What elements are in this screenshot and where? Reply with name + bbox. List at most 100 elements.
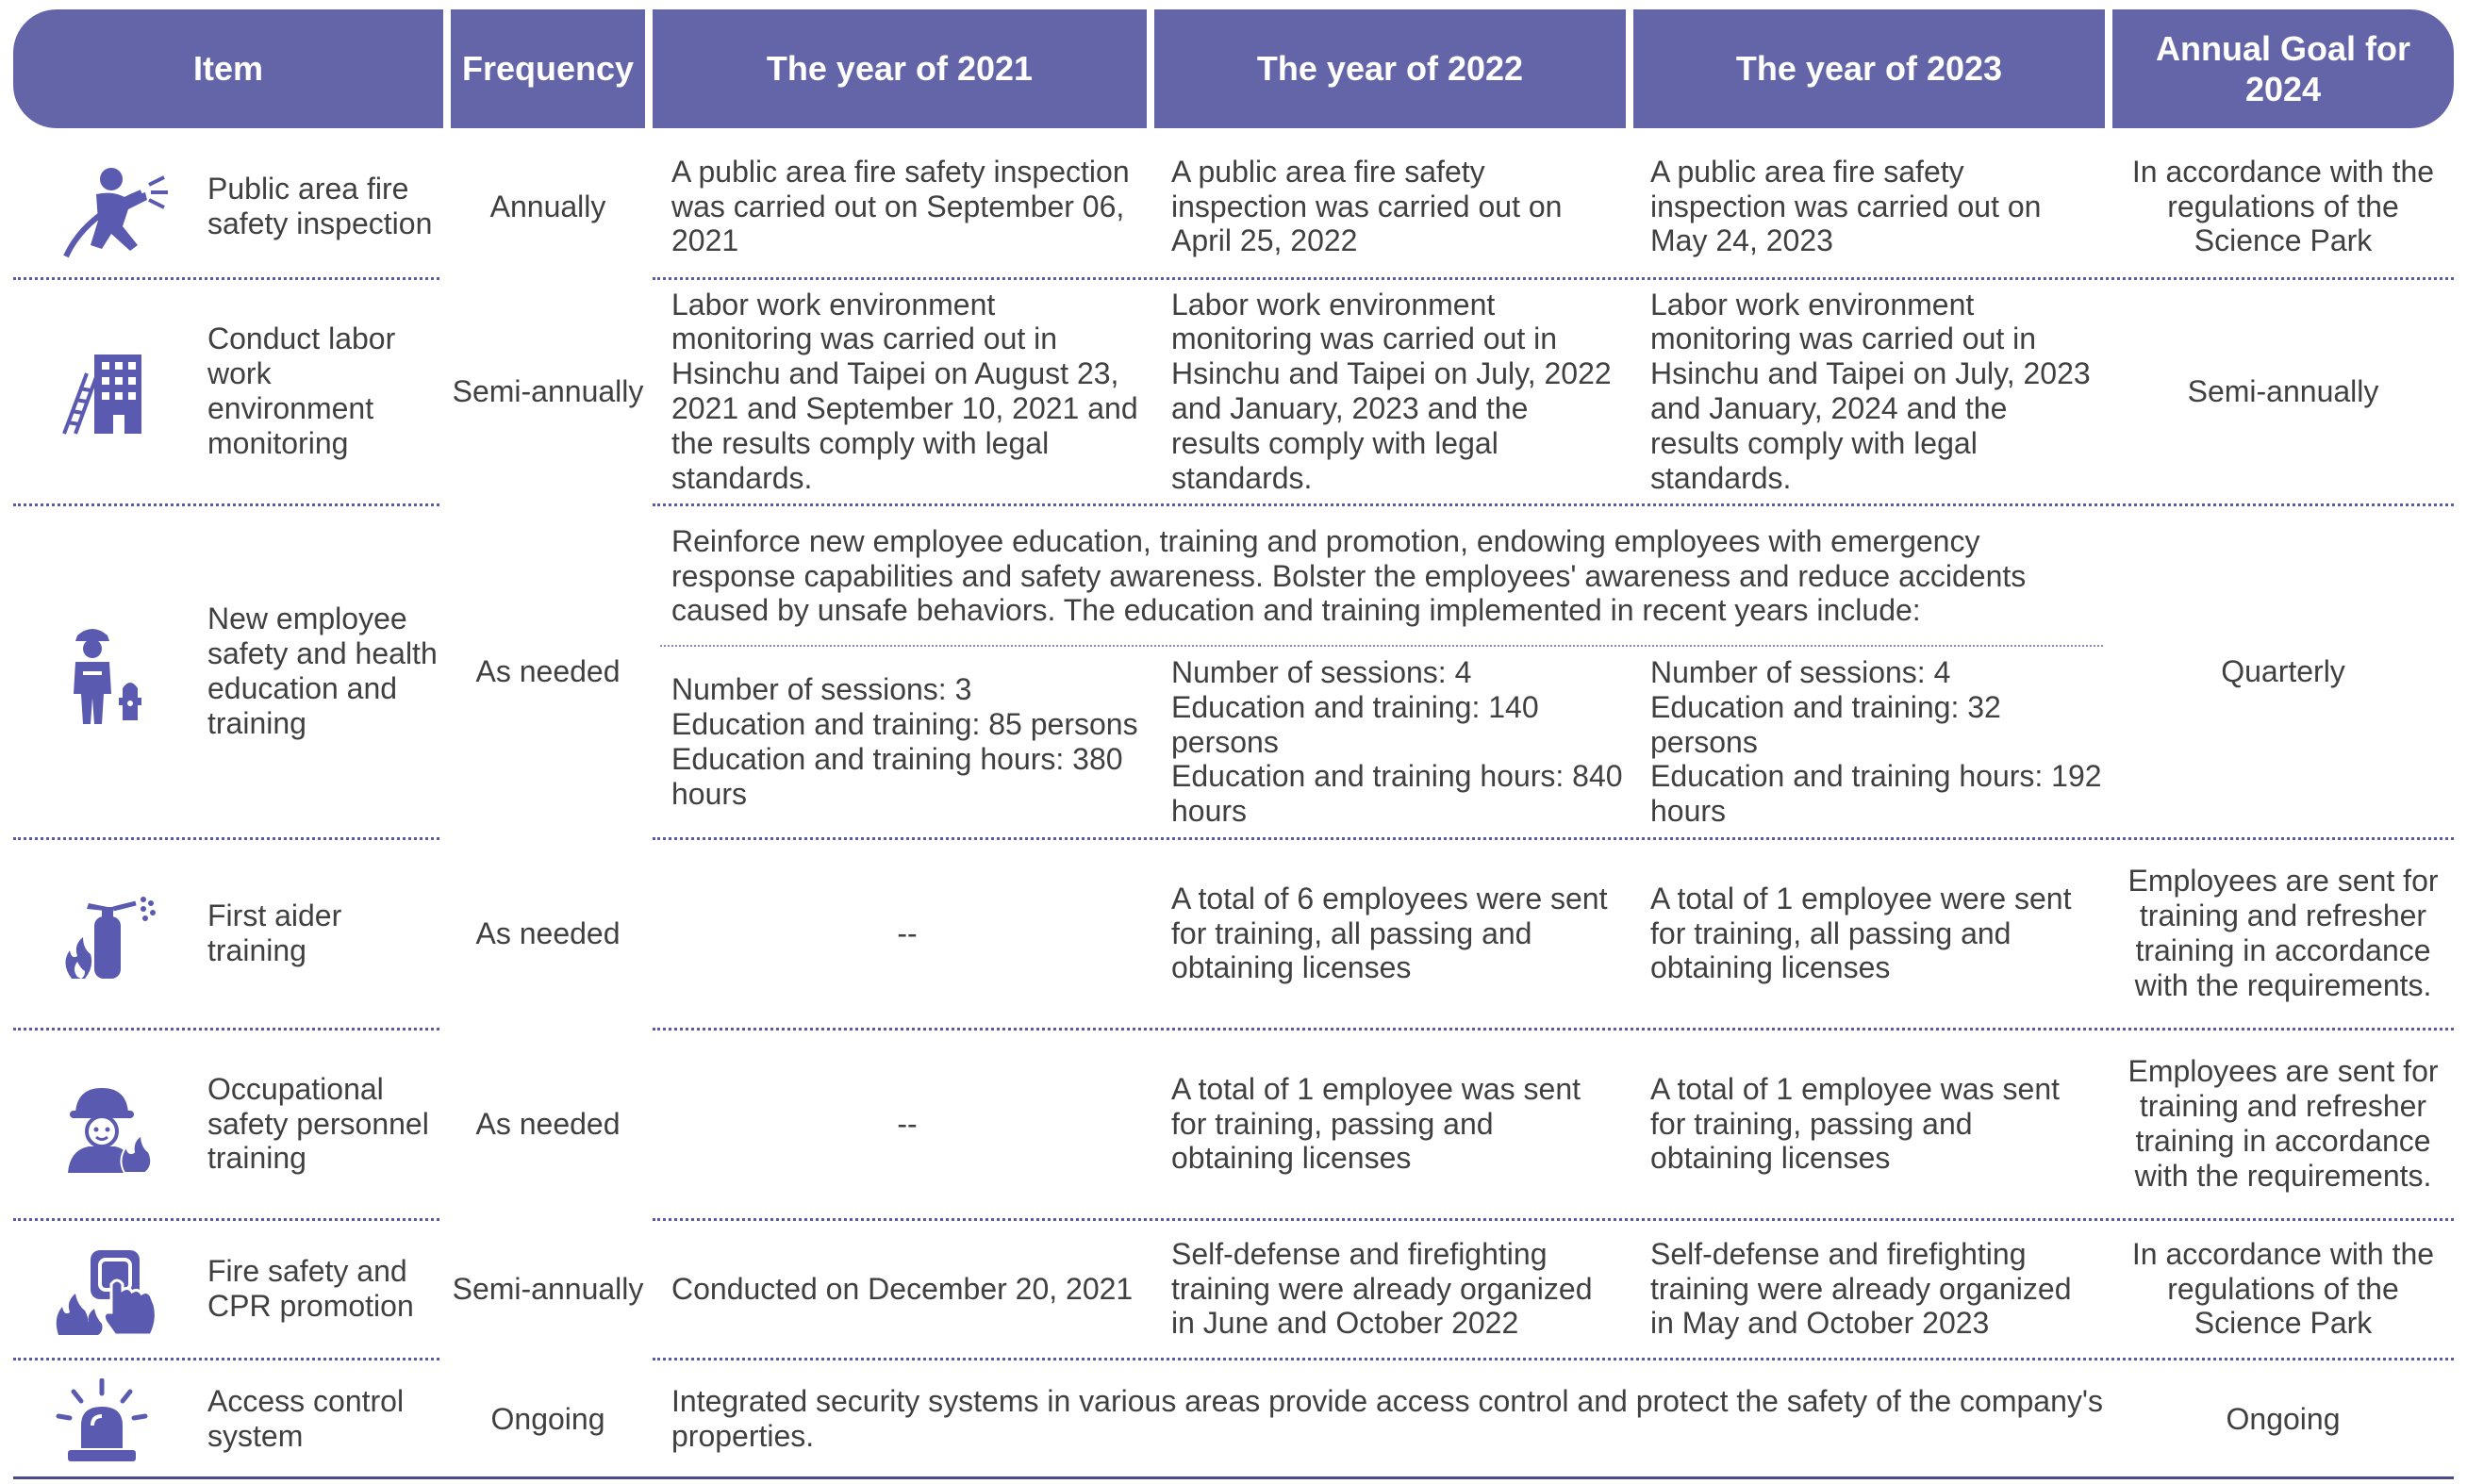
row-frequency: Ongoing <box>451 1365 645 1473</box>
cell-2023-text: A public area fire safety inspection was… <box>1650 154 2042 258</box>
row-divider <box>653 837 2454 840</box>
cell-2023: Labor work environment monitoring was ca… <box>1650 285 2103 498</box>
cell-2023: Self-defense and firefighting training w… <box>1650 1226 2103 1352</box>
table-row: Public area fire safety inspection <box>207 140 443 273</box>
cell-2023-text: Self-defense and firefighting training w… <box>1650 1236 2072 1341</box>
fire-extinguisher-icon <box>57 896 160 981</box>
cell-2022-text: A total of 6 employees were sent for tra… <box>1171 881 1608 985</box>
cell-goal-text: Employees are sent for training and refr… <box>2128 1054 2439 1193</box>
row-divider <box>653 1218 2454 1221</box>
training-intro-text: Reinforce new employee education, traini… <box>671 523 2027 628</box>
building-ladder-icon <box>58 349 153 436</box>
header-year-2023: The year of 2023 <box>1633 9 2105 128</box>
cell-2023: A total of 1 employee was sent for train… <box>1650 1035 2103 1212</box>
table-row: Access control system <box>207 1365 443 1473</box>
header-item: Item <box>13 9 443 128</box>
row-frequency: As needed <box>451 1035 645 1212</box>
row-frequency-label: Ongoing <box>490 1401 605 1436</box>
row-item-label: First aider training <box>207 899 342 967</box>
cell-goal-text: In accordance with the regulations of th… <box>2131 154 2435 258</box>
cell-2021: A public area fire safety inspection was… <box>671 140 1143 273</box>
cell-2023-text: A total of 1 employee were sent for trai… <box>1650 881 2072 985</box>
cell-goal: In accordance with the regulations of th… <box>2122 140 2444 273</box>
row-item-label: Fire safety and CPR promotion <box>207 1254 414 1323</box>
header-year-2021: The year of 2021 <box>653 9 1147 128</box>
table-row: Fire safety and CPR promotion <box>207 1226 443 1352</box>
cell-goal: Quarterly <box>2122 511 2444 832</box>
header-frequency-label: Frequency <box>461 49 635 89</box>
cell-2023-text: A total of 1 employee was sent for train… <box>1650 1071 2061 1176</box>
cell-2021-text: Labor work environment monitoring was ca… <box>671 287 1138 495</box>
table-row: New employee safety and health education… <box>207 511 443 832</box>
fire-alarm-button-icon <box>53 1246 164 1337</box>
cell-2023: Number of sessions: 4 Education and trai… <box>1650 652 2103 832</box>
cell-2023-text: Labor work environment monitoring was ca… <box>1650 287 2091 495</box>
firefighter-person-icon <box>62 1084 157 1175</box>
cell-2022: Number of sessions: 4 Education and trai… <box>1171 652 1624 832</box>
row-divider <box>13 277 439 280</box>
cell-2021-text: Number of sessions: 3 Education and trai… <box>671 672 1138 811</box>
header-year-2022-label: The year of 2022 <box>1256 49 1524 89</box>
row-divider <box>653 1028 2454 1031</box>
header-year-2021-label: The year of 2021 <box>766 49 1034 89</box>
row-divider <box>13 1218 439 1221</box>
cell-goal-text: In accordance with the regulations of th… <box>2131 1236 2435 1341</box>
cell-goal: Employees are sent for training and refr… <box>2122 1035 2444 1212</box>
cell-span-2021-2023: Integrated security systems in various a… <box>671 1365 2105 1473</box>
row-divider <box>13 1028 439 1031</box>
row-frequency-label: As needed <box>475 915 621 950</box>
row-frequency: As needed <box>451 845 645 1022</box>
row-item-label: Public area fire safety inspection <box>207 172 433 240</box>
row-divider <box>13 1358 439 1360</box>
cell-2022: A public area fire safety inspection was… <box>1171 140 1624 273</box>
table-bottom-rule <box>13 1476 2454 1479</box>
header-goal: Annual Goal for 2024 <box>2112 9 2454 128</box>
cell-2022: A total of 6 employees were sent for tra… <box>1171 845 1624 1022</box>
header-frequency: Frequency <box>451 9 645 128</box>
cell-2022: Self-defense and firefighting training w… <box>1171 1226 1624 1352</box>
cell-goal-text: Quarterly <box>2221 653 2345 688</box>
table-row: Occupational safety personnel training <box>207 1035 443 1212</box>
cell-goal: Employees are sent for training and refr… <box>2122 845 2444 1022</box>
alarm-siren-icon <box>55 1377 149 1463</box>
cell-2022-text: A total of 1 employee was sent for train… <box>1171 1071 1581 1176</box>
cell-2021-text: Conducted on December 20, 2021 <box>671 1271 1134 1306</box>
cell-2021: -- <box>671 845 1143 1022</box>
cell-goal-text: Semi-annually <box>2187 373 2379 408</box>
header-year-2023-label: The year of 2023 <box>1735 49 2003 89</box>
training-intro: Reinforce new employee education, traini… <box>671 515 2105 637</box>
row-divider <box>653 277 2454 280</box>
cell-2023: A public area fire safety inspection was… <box>1650 140 2103 273</box>
cell-2022: Labor work environment monitoring was ca… <box>1171 285 1624 498</box>
cell-2022-text: Self-defense and firefighting training w… <box>1171 1236 1593 1341</box>
cell-2023-text: Number of sessions: 4 Education and trai… <box>1650 655 2102 829</box>
row-divider <box>653 503 2454 506</box>
row-frequency-label: Semi-annually <box>452 1271 644 1306</box>
cell-goal: In accordance with the regulations of th… <box>2122 1226 2444 1352</box>
cell-2021: -- <box>671 1035 1143 1212</box>
cell-2021: Number of sessions: 3 Education and trai… <box>671 652 1143 832</box>
cell-goal: Semi-annually <box>2122 285 2444 498</box>
table-row: Conduct labor work environment monitorin… <box>207 285 443 498</box>
row-item-label: Access control system <box>207 1384 405 1453</box>
cell-2021-text: A public area fire safety inspection was… <box>671 154 1130 258</box>
row-frequency: As needed <box>451 511 645 832</box>
row-subdivider <box>660 645 2103 647</box>
table-row: First aider training <box>207 845 443 1022</box>
row-frequency: Semi-annually <box>451 285 645 498</box>
row-frequency: Annually <box>451 140 645 273</box>
cell-2022: A total of 1 employee was sent for train… <box>1171 1035 1624 1212</box>
header-goal-label: Annual Goal for 2024 <box>2156 28 2410 108</box>
cell-2022-text: A public area fire safety inspection was… <box>1171 154 1563 258</box>
cell-goal-text: Employees are sent for training and refr… <box>2128 864 2439 1002</box>
cell-goal-text: Ongoing <box>2226 1401 2341 1436</box>
row-frequency: Semi-annually <box>451 1226 645 1352</box>
firefighter-hose-icon <box>47 158 179 262</box>
header-year-2022: The year of 2022 <box>1154 9 1626 128</box>
row-divider <box>653 1358 2454 1360</box>
row-frequency-label: Annually <box>489 189 606 223</box>
firefighter-hydrant-icon <box>64 622 149 728</box>
row-frequency-label: As needed <box>475 1106 621 1141</box>
row-item-label: Conduct labor work environment monitorin… <box>207 322 396 460</box>
row-divider <box>13 837 439 840</box>
